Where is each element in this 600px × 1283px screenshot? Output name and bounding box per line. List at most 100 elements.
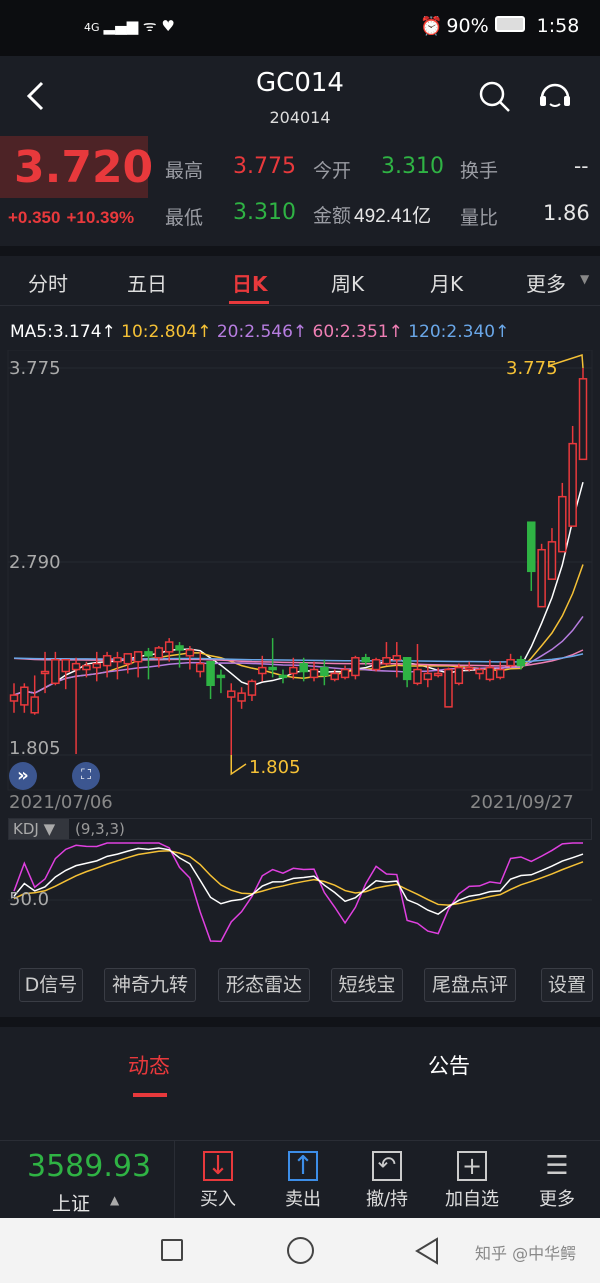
- expand-left-icon[interactable]: »: [9, 762, 37, 790]
- tab-intraday[interactable]: 分时: [28, 272, 68, 296]
- pattern-radar-button[interactable]: 形态雷达: [218, 968, 310, 1002]
- sell-button[interactable]: ↑ 卖出: [268, 1149, 338, 1211]
- customer-service-icon[interactable]: [536, 78, 574, 116]
- amount-value: 492.41亿: [354, 206, 432, 227]
- ma120-value: 120:2.340↑: [408, 322, 510, 342]
- candle: [578, 368, 588, 461]
- ma10-value: 10:2.804↑: [121, 322, 212, 342]
- candle-body: [227, 690, 236, 698]
- x-end-date: 2021/09/27: [470, 792, 574, 813]
- candle: [299, 657, 308, 682]
- x-start-date: 2021/07/06: [9, 792, 113, 813]
- candle-body: [495, 668, 505, 679]
- low-label: 最低: [165, 207, 204, 229]
- buy-label: 买入: [200, 1189, 236, 1210]
- candle-body: [82, 664, 91, 671]
- candle-body: [568, 442, 577, 527]
- header: GC014 204014: [0, 56, 600, 136]
- candle-body: [299, 662, 308, 673]
- status-bar: 4G ▂▄▆ ᯤ ♥ ⏰ 90% 1:58: [0, 0, 600, 56]
- candle-body: [371, 658, 381, 671]
- kdj-chart[interactable]: [0, 840, 600, 965]
- candle-body: [164, 641, 174, 653]
- system-nav-bar: 知乎 @中华鳄: [0, 1218, 600, 1283]
- more-button[interactable]: ☰ 更多: [522, 1149, 592, 1211]
- candle-body: [413, 668, 422, 685]
- magic-nine-button[interactable]: 神奇九转: [104, 968, 196, 1002]
- quote-panel: 3.720 +0.350 +10.39% 最高 3.775 今开 3.310 换…: [0, 136, 600, 246]
- candle-body: [154, 647, 164, 659]
- tab-news[interactable]: 动态: [128, 1054, 170, 1078]
- closing-review-button[interactable]: 尾盘点评: [424, 968, 516, 1002]
- settings-button[interactable]: 设置: [541, 968, 593, 1002]
- bottom-toolbar: 3589.93 上证 ▲ ↓ 买入 ↑ 卖出 ↶ 撤/持 + 加自选 ☰ 更多: [0, 1140, 600, 1219]
- candle: [61, 658, 70, 690]
- tab-daily-k[interactable]: 日K: [232, 272, 268, 296]
- ma20-value: 20:2.546↑: [216, 322, 308, 342]
- candle: [133, 651, 143, 678]
- candle: [144, 647, 153, 680]
- recent-apps-icon[interactable]: [161, 1239, 183, 1261]
- chevron-left-icon[interactable]: [24, 80, 48, 112]
- watermark: 知乎 @中华鳄: [475, 1244, 577, 1263]
- more-label: 更多: [539, 1189, 575, 1210]
- candle-body: [423, 672, 433, 681]
- candle: [475, 667, 484, 680]
- candle: [309, 661, 319, 682]
- last-price: 3.720: [14, 142, 154, 193]
- candle: [516, 655, 526, 670]
- candle-body: [30, 696, 39, 714]
- kdj-selector[interactable]: KDJ ▼: [9, 819, 69, 839]
- candle: [9, 683, 19, 713]
- candle-body: [51, 658, 60, 685]
- candle: [402, 657, 412, 688]
- index-name: 上证: [52, 1193, 91, 1215]
- y-tick-top: 3.775: [9, 358, 61, 379]
- candle: [382, 642, 391, 666]
- tab-five-day[interactable]: 五日: [127, 272, 167, 296]
- candle: [537, 543, 546, 608]
- ma-legend: MA5:3.174↑ 10:2.804↑ 20:2.546↑ 60:2.351↑…: [10, 322, 509, 342]
- candle-body: [475, 668, 484, 675]
- cancel-hold-button[interactable]: ↶ 撤/持: [352, 1149, 422, 1211]
- home-icon[interactable]: [287, 1237, 314, 1264]
- candle-body: [144, 651, 153, 657]
- index-widget[interactable]: 3589.93 上证 ▲: [0, 1141, 175, 1219]
- short-line-button[interactable]: 短线宝: [331, 968, 403, 1002]
- candle: [258, 655, 267, 682]
- candle: [413, 644, 422, 686]
- tab-weekly-k[interactable]: 周K: [331, 272, 365, 296]
- candle-body: [506, 658, 515, 667]
- candle: [547, 528, 557, 580]
- candle-body: [558, 495, 567, 553]
- candle-body: [92, 662, 102, 669]
- candle-body: [113, 657, 122, 663]
- d-signal-button[interactable]: D信号: [19, 968, 83, 1002]
- chevron-down-icon: ▼: [580, 272, 590, 286]
- back-icon[interactable]: [413, 1236, 441, 1266]
- candle: [568, 425, 577, 527]
- candlestick-chart[interactable]: [0, 350, 600, 815]
- candle: [558, 482, 567, 553]
- tab-more[interactable]: 更多: [526, 272, 566, 296]
- kdj-d-line: [13, 849, 584, 906]
- fullscreen-icon[interactable]: ⛶: [72, 762, 100, 790]
- candle: [361, 653, 370, 666]
- buy-button[interactable]: ↓ 买入: [183, 1149, 253, 1211]
- candle: [154, 645, 164, 668]
- candle-body: [195, 662, 205, 673]
- max-price-label: 3.775: [506, 358, 558, 379]
- candle-body: [537, 548, 546, 608]
- candle-body: [433, 672, 443, 677]
- add-watchlist-button[interactable]: + 加自选: [437, 1149, 507, 1211]
- candle: [102, 651, 112, 678]
- candle-body: [402, 657, 412, 681]
- tab-announcements[interactable]: 公告: [428, 1054, 470, 1078]
- signal-icon: ▂▄▆ ᯤ ♥: [103, 17, 175, 35]
- turnover-label: 换手: [460, 160, 499, 182]
- tab-monthly-k[interactable]: 月K: [430, 272, 464, 296]
- candle: [82, 661, 91, 678]
- kdj-j-line: [13, 842, 583, 943]
- search-icon[interactable]: [478, 80, 512, 114]
- candle-body: [309, 668, 319, 679]
